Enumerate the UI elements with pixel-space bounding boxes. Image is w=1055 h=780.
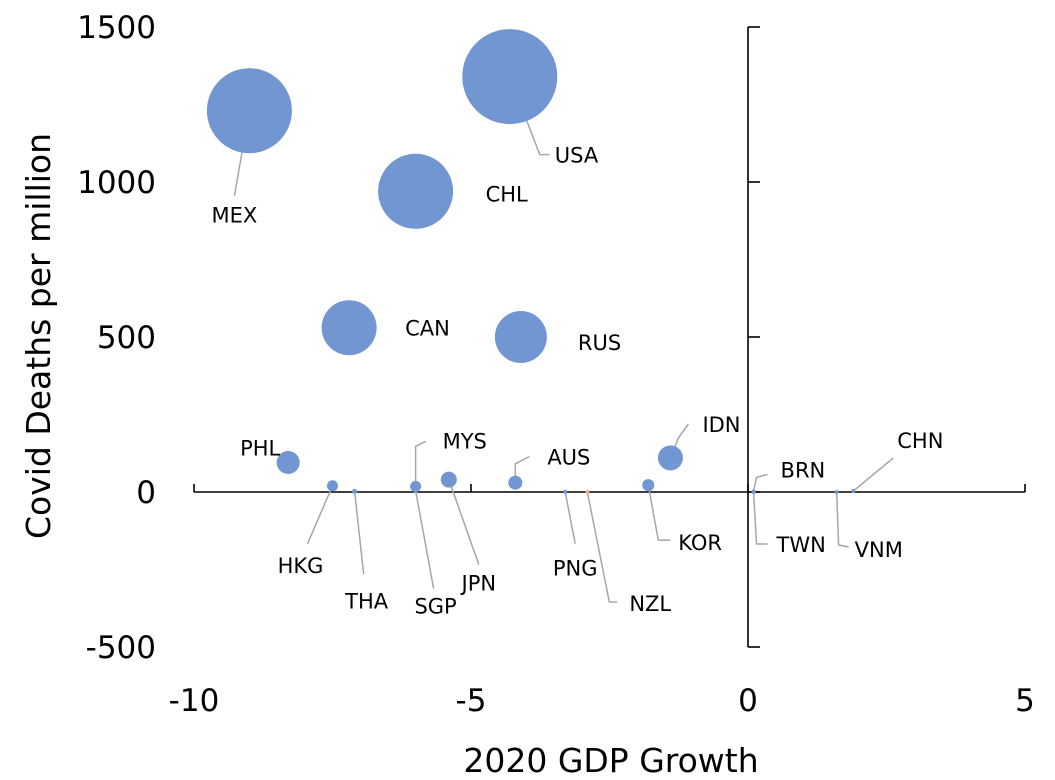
point-label-twn: TWN: [776, 533, 826, 557]
data-point-mys: MYS: [410, 429, 487, 492]
leader-line: [586, 491, 618, 603]
data-point-can: CAN: [321, 300, 450, 356]
data-point-jpn: JPN: [440, 471, 497, 596]
data-point-hkg: HKG: [278, 480, 338, 578]
leader-line: [414, 490, 435, 589]
point-label-mys: MYS: [443, 429, 487, 453]
data-point-sgp: SGP: [413, 487, 457, 618]
bubble-nzl: [585, 490, 590, 494]
y-tick-label: -500: [86, 630, 156, 666]
x-tick-label: -10: [169, 683, 220, 719]
bubble-vnm: [834, 490, 839, 494]
bubble-sgp: [413, 487, 419, 493]
data-point-vnm: VNM: [834, 490, 903, 562]
bubble-twn: [751, 490, 756, 494]
bubble-tha: [352, 488, 358, 494]
bubble-chl: [378, 153, 454, 229]
bubble-idn: [657, 445, 683, 471]
leader-line: [448, 479, 480, 565]
point-label-tha: THA: [344, 589, 389, 613]
data-point-tha: THA: [344, 488, 389, 613]
point-label-vnm: VNM: [855, 538, 903, 562]
data-point-brn: BRN: [751, 458, 826, 494]
point-label-aus: AUS: [547, 446, 590, 470]
point-label-jpn: JPN: [460, 572, 497, 596]
leader-line: [353, 491, 365, 575]
bubble-kor: [642, 479, 655, 492]
y-tick-label: 500: [97, 320, 156, 356]
leader-line: [306, 485, 334, 545]
point-label-nzl: NZL: [629, 592, 671, 616]
point-label-mex: MEX: [212, 204, 258, 228]
point-label-chl: CHL: [486, 182, 528, 206]
x-tick-label: 0: [738, 683, 758, 719]
y-tick-label: 0: [136, 475, 156, 511]
data-point-aus: AUS: [508, 446, 590, 490]
point-label-brn: BRN: [781, 458, 826, 482]
bubble-phl: [276, 451, 300, 475]
leader-line: [852, 457, 894, 492]
x-axis-title: 2020 GDP Growth: [463, 741, 758, 780]
leader-line: [647, 485, 671, 541]
y-tick-label: 1500: [77, 10, 156, 46]
data-point-phl: PHL: [240, 437, 300, 475]
point-label-rus: RUS: [578, 331, 621, 355]
point-label-hkg: HKG: [278, 554, 324, 578]
data-point-chn: CHN: [851, 429, 943, 494]
data-point-twn: TWN: [751, 490, 826, 557]
bubble-chn: [851, 489, 856, 494]
x-tick-label: 5: [1015, 683, 1035, 719]
leader-line: [752, 491, 768, 545]
y-tick-label: 1000: [77, 165, 156, 201]
x-tick-label: -5: [456, 683, 487, 719]
data-point-png: PNG: [553, 489, 598, 581]
data-point-nzl: NZL: [585, 490, 671, 616]
bubble-hkg: [327, 480, 338, 492]
point-label-phl: PHL: [240, 437, 280, 461]
bubble-aus: [508, 475, 523, 490]
data-point-mex: MEX: [206, 68, 292, 228]
bubble-mex: [206, 68, 292, 154]
point-label-sgp: SGP: [414, 594, 456, 618]
data-point-rus: RUS: [494, 311, 621, 363]
leader-line: [564, 491, 576, 544]
point-label-usa: USA: [555, 144, 599, 168]
point-label-kor: KOR: [678, 531, 722, 555]
point-label-png: PNG: [553, 557, 598, 581]
leader-line: [414, 440, 426, 487]
x-tick-labels: -10 -5 0 5: [169, 683, 1035, 719]
bubble-mys: [410, 480, 422, 492]
leader-line: [835, 491, 849, 548]
y-axis-title: Covid Deaths per million: [19, 133, 58, 539]
bubble-can: [321, 300, 377, 356]
data-point-chl: CHL: [378, 153, 528, 229]
y-tick-labels: -500 0 500 1000 1500: [77, 10, 156, 666]
data-point-kor: KOR: [642, 479, 722, 555]
data-point-idn: IDN: [657, 413, 741, 471]
leader-line: [752, 473, 768, 492]
bubble-jpn: [440, 471, 457, 488]
point-label-idn: IDN: [702, 413, 740, 437]
bubble-png: [563, 489, 568, 494]
data-point-usa: USA: [462, 29, 599, 168]
bubble-rus: [494, 311, 547, 363]
point-label-chn: CHN: [897, 429, 943, 453]
bubble-usa: [462, 29, 558, 125]
point-label-can: CAN: [405, 317, 450, 341]
